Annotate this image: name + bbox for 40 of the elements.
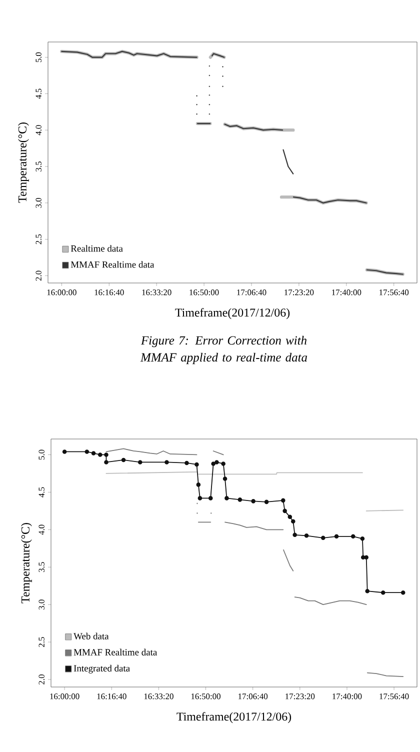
x-tick-label: 16:50:00	[190, 290, 219, 296]
y-tick-label: 5.0	[38, 450, 44, 460]
y-tick-label: 4.0	[36, 125, 42, 136]
x-axis-title: Timeframe(2017/12/06)	[175, 308, 290, 320]
x-tick-label: 16:50:00	[191, 694, 220, 700]
legend-label: Integrated data	[74, 664, 130, 674]
x-tick-label: 16:33:20	[144, 694, 174, 700]
y-tick-label: 4.0	[38, 524, 44, 535]
y-axis-title: Temperature(°C)	[18, 122, 29, 203]
x-tick-label: 17:56:40	[380, 290, 409, 296]
y-tick-label: 3.0	[38, 600, 44, 610]
y-tick-label: 5.0	[36, 52, 42, 62]
y-tick-label: 4.5	[38, 487, 44, 498]
y-tick-label: 2.5	[36, 234, 42, 244]
y-tick-label: 3.0	[36, 198, 42, 208]
legend-label: Web data	[74, 632, 109, 640]
legend-label: Realtime data	[70, 245, 123, 252]
x-tick-label: 17:06:40	[238, 694, 268, 700]
text: Figure 7: Error Correction with MMAF applied to real-time data	[140, 336, 308, 364]
y-tick-label: 3.5	[38, 562, 44, 572]
x-tick-label: 17:23:20	[284, 290, 314, 296]
y-tick-label: 4.5	[36, 88, 42, 99]
x-tick-label: 17:23:20	[286, 694, 315, 700]
x-tick-label: 16:33:20	[142, 290, 172, 296]
x-tick-label: 16:00:00	[47, 290, 76, 296]
x-tick-label: 16:16:40	[94, 290, 124, 296]
x-axis-title: Timeframe(2017/12/06)	[176, 712, 292, 724]
y-tick-label: 2.5	[38, 637, 44, 647]
legend-label: MMAF Realtime data	[70, 261, 154, 268]
y-axis-title: Temperature(°C)	[21, 523, 32, 604]
x-tick-label: 17:40:00	[332, 694, 362, 700]
x-tick-label: 16:16:40	[97, 694, 126, 700]
y-tick-label: 3.5	[36, 162, 42, 172]
x-tick-label: 17:56:40	[380, 694, 409, 700]
y-tick-label: 2.0	[36, 270, 42, 281]
x-tick-label: 16:00:00	[50, 694, 80, 700]
y-tick-label: 2.0	[38, 674, 44, 684]
legend-label: MMAF Realtime data	[74, 648, 158, 656]
x-tick-label: 17:06:40	[237, 290, 266, 296]
x-tick-label: 17:40:00	[332, 290, 362, 296]
